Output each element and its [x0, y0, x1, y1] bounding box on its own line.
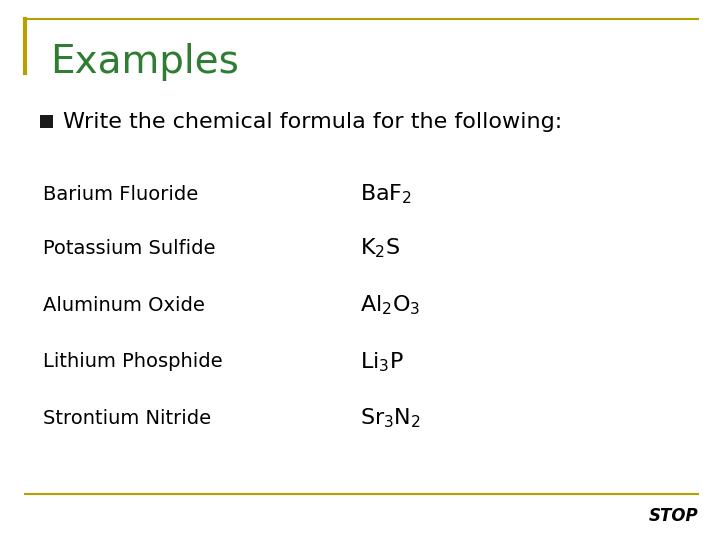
Text: STOP: STOP	[649, 507, 698, 525]
Text: Potassium Sulfide: Potassium Sulfide	[43, 239, 216, 258]
Text: Examples: Examples	[50, 43, 239, 81]
Text: $\mathregular{Li_{3}P}$: $\mathregular{Li_{3}P}$	[360, 350, 404, 374]
Text: $\mathregular{Sr_{3}N_{2}}$: $\mathregular{Sr_{3}N_{2}}$	[360, 407, 421, 430]
Text: Write the chemical formula for the following:: Write the chemical formula for the follo…	[63, 111, 562, 132]
Text: $\mathregular{K_{2}S}$: $\mathregular{K_{2}S}$	[360, 237, 400, 260]
Bar	[40, 114, 53, 128]
Text: Strontium Nitride: Strontium Nitride	[43, 409, 212, 428]
Text: Aluminum Oxide: Aluminum Oxide	[43, 295, 205, 315]
Text: $\mathregular{Al_{2}O_{3}}$: $\mathregular{Al_{2}O_{3}}$	[360, 293, 420, 317]
Text: Lithium Phosphide: Lithium Phosphide	[43, 352, 222, 372]
Text: $\mathregular{BaF_{2}}$: $\mathregular{BaF_{2}}$	[360, 183, 412, 206]
Text: Barium Fluoride: Barium Fluoride	[43, 185, 199, 204]
